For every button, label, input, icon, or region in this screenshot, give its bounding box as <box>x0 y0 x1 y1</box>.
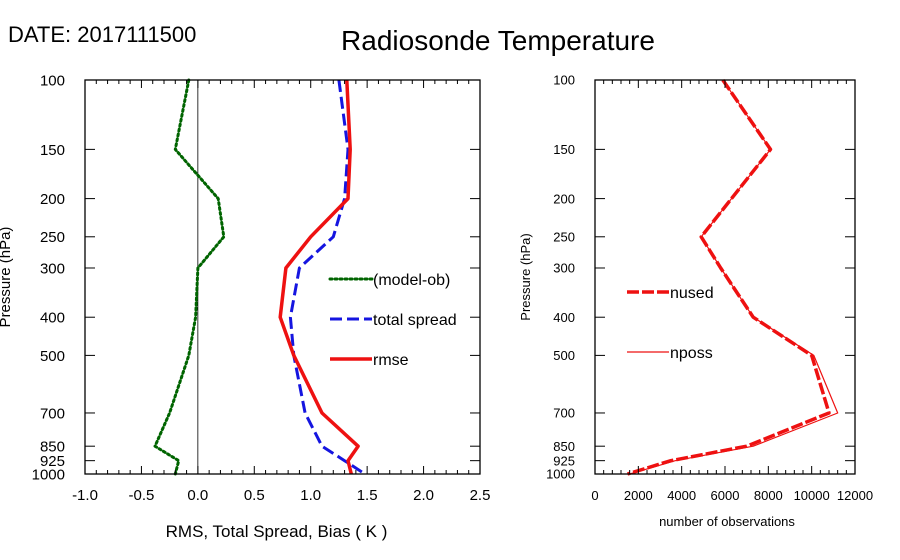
x-tick-label: 1.5 <box>357 487 378 504</box>
y-tick-label: 100 <box>553 73 575 88</box>
x-tick-label: 0.5 <box>244 487 265 504</box>
right-x-axis-label: number of observations <box>659 514 795 529</box>
legend-label: rmse <box>373 352 409 369</box>
x-tick-label: 10000 <box>794 488 830 503</box>
x-tick-label: 4000 <box>667 488 696 503</box>
legend-label: nused <box>670 285 714 302</box>
date-label: DATE: 2017111500 <box>8 22 197 47</box>
y-tick-label: 850 <box>553 439 575 454</box>
y-tick-label: 100 <box>40 72 65 89</box>
left-legend: (model-ob) total spread rmse <box>328 272 457 369</box>
left-panel: -1.0 -0.5 0.0 0.5 1.0 1.5 2.0 2.5 100 150 200 250 30… <box>0 72 490 541</box>
right-axes: 0 2000 4000 6000 8000 10000 12000 100 150 200 250 3… <box>546 73 873 503</box>
y-tick-label: 300 <box>553 261 575 276</box>
y-tick-label: 250 <box>553 229 575 244</box>
y-tick-label: 1000 <box>32 466 65 483</box>
x-tick-label: 12000 <box>837 488 873 503</box>
chart-title: Radiosonde Temperature <box>341 25 655 56</box>
y-tick-label: 400 <box>40 310 65 327</box>
left-y-axis-label: Pressure (hPa) <box>0 227 14 328</box>
legend-label: (model-ob) <box>373 272 450 289</box>
y-tick-label: 850 <box>40 439 65 456</box>
x-tick-label: 6000 <box>711 488 740 503</box>
y-tick-label: 400 <box>553 310 575 325</box>
x-tick-label: 0.0 <box>187 487 208 504</box>
x-tick-label: 0 <box>591 488 598 503</box>
series-line-nused <box>626 79 831 476</box>
legend-label: total spread <box>373 312 457 329</box>
right-panel: 0 2000 4000 6000 8000 10000 12000 100 150 200 250 3… <box>518 73 873 529</box>
y-tick-label: 300 <box>40 260 65 277</box>
series-line-nposs <box>629 79 839 475</box>
x-tick-label: -0.5 <box>128 487 154 504</box>
right-y-axis-label: Pressure (hPa) <box>518 233 533 320</box>
y-tick-label: 500 <box>40 348 65 365</box>
series-line-model-ob <box>153 78 226 476</box>
y-tick-label: 1000 <box>546 467 575 482</box>
x-tick-label: 2000 <box>624 488 653 503</box>
x-tick-label: 2.0 <box>413 487 434 504</box>
left-x-axis-label: RMS, Total Spread, Bias ( K ) <box>166 522 388 541</box>
y-tick-label: 200 <box>40 191 65 208</box>
x-tick-label: 1.0 <box>300 487 321 504</box>
y-tick-label: 925 <box>40 453 65 470</box>
right-series <box>626 79 839 476</box>
legend-label: nposs <box>670 345 713 362</box>
x-tick-label: 2.5 <box>470 487 491 504</box>
y-tick-label: 700 <box>40 405 65 422</box>
y-tick-label: 150 <box>553 142 575 157</box>
left-series <box>153 78 366 476</box>
series-line-total-spread <box>288 79 366 476</box>
y-tick-label: 925 <box>553 453 575 468</box>
x-tick-label: 8000 <box>754 488 783 503</box>
series-line-rmse <box>278 79 360 475</box>
left-plot-frame <box>84 79 481 475</box>
y-tick-label: 150 <box>40 142 65 159</box>
x-tick-label: -1.0 <box>72 487 98 504</box>
left-axes: -1.0 -0.5 0.0 0.5 1.0 1.5 2.0 2.5 100 150 200 250 30… <box>32 72 491 504</box>
y-tick-label: 250 <box>40 229 65 246</box>
right-legend: nused nposs <box>627 285 714 362</box>
y-tick-label: 700 <box>553 406 575 421</box>
y-tick-label: 500 <box>553 348 575 363</box>
y-tick-label: 200 <box>553 191 575 206</box>
